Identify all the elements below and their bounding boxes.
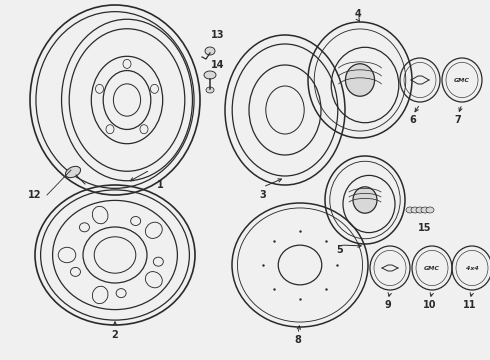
Text: 12: 12: [28, 190, 42, 200]
Text: GMC: GMC: [454, 77, 470, 82]
Ellipse shape: [66, 166, 80, 177]
Ellipse shape: [146, 222, 162, 238]
Text: 9: 9: [385, 300, 392, 310]
Text: 14: 14: [211, 60, 225, 70]
Text: 4x4: 4x4: [466, 266, 478, 270]
Text: 10: 10: [423, 300, 437, 310]
Ellipse shape: [58, 247, 76, 263]
Ellipse shape: [426, 207, 434, 213]
Text: 3: 3: [260, 190, 267, 200]
Ellipse shape: [411, 207, 419, 213]
Ellipse shape: [406, 207, 414, 213]
Text: 7: 7: [455, 115, 462, 125]
Ellipse shape: [146, 271, 162, 288]
Text: 6: 6: [410, 115, 416, 125]
Ellipse shape: [205, 47, 215, 55]
Ellipse shape: [206, 87, 214, 93]
Text: 1: 1: [157, 180, 163, 190]
Text: 13: 13: [211, 30, 225, 40]
Ellipse shape: [353, 187, 377, 213]
Text: 11: 11: [463, 300, 477, 310]
Ellipse shape: [92, 206, 108, 224]
Text: GMC: GMC: [424, 266, 440, 270]
Ellipse shape: [416, 207, 424, 213]
Ellipse shape: [421, 207, 429, 213]
Ellipse shape: [92, 286, 108, 303]
Text: 8: 8: [294, 335, 301, 345]
Ellipse shape: [204, 71, 216, 79]
Ellipse shape: [345, 64, 374, 96]
Text: 15: 15: [418, 223, 432, 233]
Text: 2: 2: [112, 330, 119, 340]
Text: 5: 5: [337, 245, 343, 255]
Text: 4: 4: [355, 9, 362, 19]
